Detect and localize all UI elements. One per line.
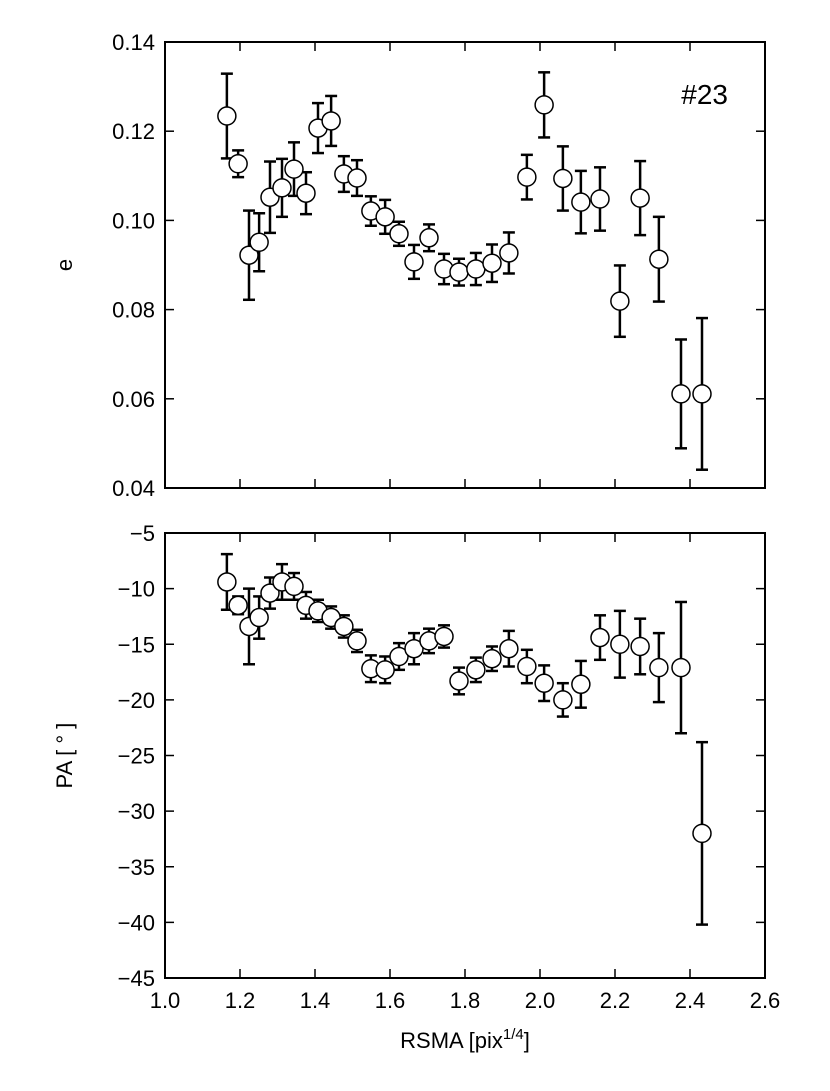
data-point (534, 95, 554, 115)
y-tick-label: −45 (118, 966, 155, 991)
data-point (249, 232, 269, 253)
annotation: #23 (681, 79, 728, 110)
data-point (534, 673, 554, 693)
data-point (419, 228, 439, 248)
y-tick-label: −40 (118, 910, 155, 935)
y-tick-label: −35 (118, 855, 155, 880)
x-tick-label: 2.4 (675, 988, 706, 1013)
data-point (334, 616, 354, 637)
data-point (260, 583, 280, 603)
x-tick-label: 1.0 (150, 988, 181, 1013)
data-point (449, 262, 469, 282)
y-axis-label: PA [ ° ] (52, 723, 77, 789)
plot-frame (164, 532, 766, 979)
data-point (649, 657, 669, 678)
x-axis-label-text: RSMA [pix (400, 1028, 503, 1053)
data-point (449, 671, 469, 691)
data-point (482, 648, 502, 669)
y-tick-label: 0.14 (112, 30, 155, 55)
data-point (590, 627, 610, 648)
data-point (517, 656, 537, 677)
data-point (466, 259, 486, 279)
data-point (321, 111, 341, 131)
x-tick-label: 1.6 (375, 988, 406, 1013)
data-point (404, 638, 424, 659)
x-axis-label-end: ] (524, 1028, 530, 1053)
y-tick-label: 0.04 (112, 476, 155, 501)
data-point (272, 178, 292, 198)
data-point (630, 636, 650, 657)
data-point (553, 168, 573, 189)
y-tick-label: −15 (118, 632, 155, 657)
data-point (284, 576, 304, 597)
data-point (284, 159, 304, 179)
x-axis-label: RSMA [pix1/4] (400, 1026, 530, 1053)
data-point (571, 674, 591, 695)
data-point (347, 631, 367, 651)
data-point (389, 646, 409, 667)
data-point (671, 657, 691, 678)
data-point (692, 823, 712, 844)
data-point (347, 168, 367, 188)
data-point (610, 634, 630, 654)
y-tick-label: −30 (118, 799, 155, 824)
data-point (499, 638, 519, 659)
x-axis-label-sup: 1/4 (503, 1026, 524, 1043)
data-point (630, 188, 650, 208)
data-point (217, 572, 237, 592)
y-tick-label: 0.12 (112, 119, 155, 144)
data-point (466, 660, 486, 680)
data-point (296, 183, 316, 203)
data-point (228, 154, 248, 174)
data-point (389, 224, 409, 244)
data-point (375, 207, 395, 227)
x-tick-label: 1.8 (450, 988, 481, 1013)
x-tick-label: 2.2 (600, 988, 631, 1013)
data-point (553, 690, 573, 710)
data-point (671, 384, 691, 404)
y-tick-label: −20 (118, 688, 155, 713)
data-point (517, 167, 537, 187)
data-point (499, 243, 519, 263)
data-point (590, 189, 610, 209)
y-axis-label: e (52, 259, 77, 271)
data-point (404, 252, 424, 272)
x-tick-label: 1.2 (225, 988, 256, 1013)
y-tick-label: −10 (118, 577, 155, 602)
data-point (375, 660, 395, 680)
data-point (692, 384, 712, 404)
y-tick-label: 0.08 (112, 298, 155, 323)
y-tick-label: 0.10 (112, 208, 155, 233)
data-point (228, 595, 248, 616)
data-point (217, 106, 237, 126)
x-tick-label: 1.4 (300, 988, 331, 1013)
plot-frame (164, 41, 766, 489)
x-tick-label: 2.0 (525, 988, 556, 1013)
data-point (239, 245, 259, 265)
data-point (610, 291, 630, 311)
y-tick-label: −25 (118, 744, 155, 769)
y-tick-label: −5 (130, 521, 155, 546)
data-point (649, 249, 669, 269)
data-point (249, 607, 269, 628)
data-point (571, 192, 591, 212)
x-tick-label: 2.6 (750, 988, 781, 1013)
y-tick-label: 0.06 (112, 387, 155, 412)
data-point (482, 253, 502, 273)
data-point (434, 626, 454, 647)
